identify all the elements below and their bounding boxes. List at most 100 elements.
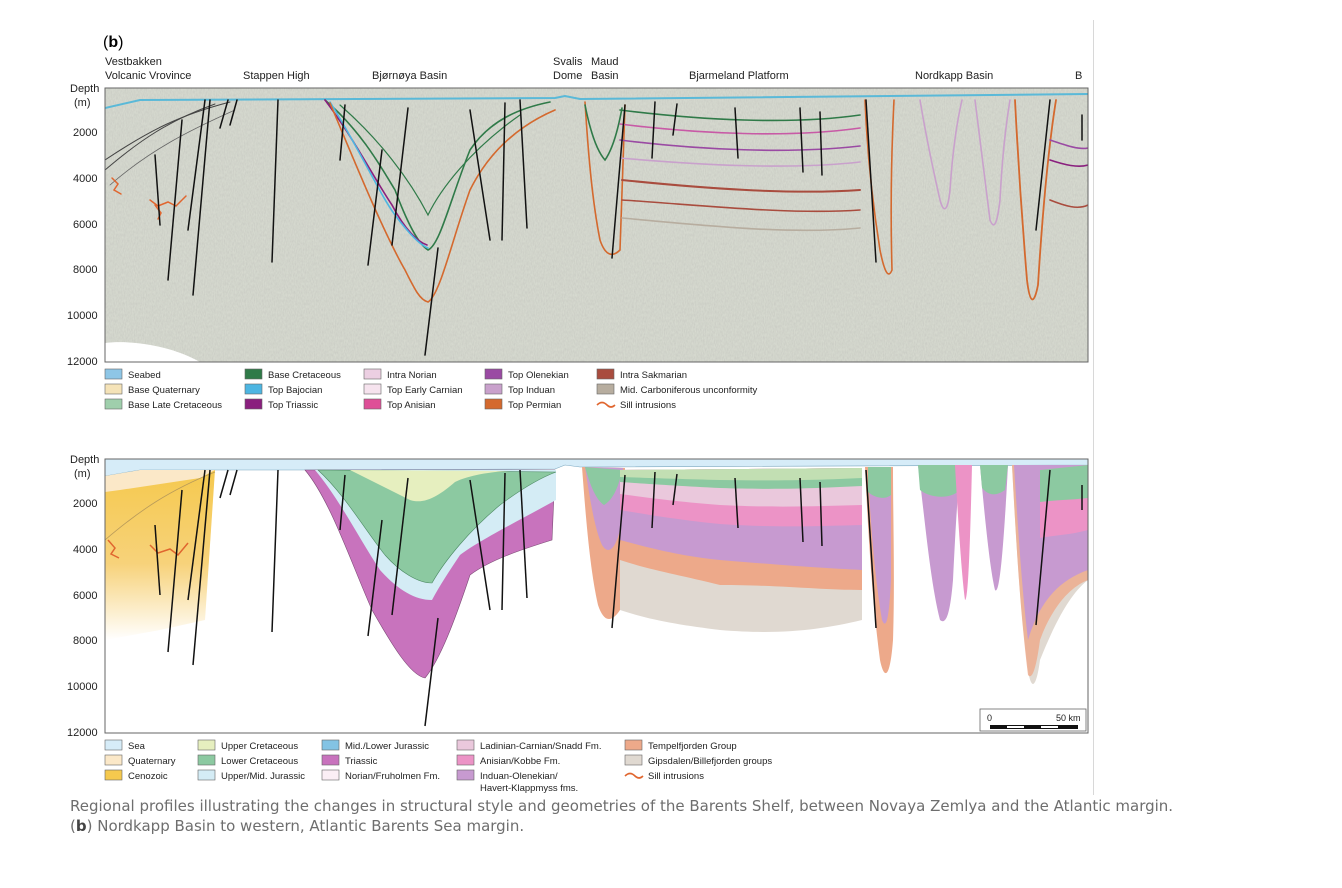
legend-swatch [104, 383, 123, 395]
region-label-b: B [1075, 70, 1082, 82]
region-label-bjarmeland-platform: Bjarmeland Platform [689, 70, 789, 82]
legend-item: Seabed [104, 368, 161, 381]
svg-text:8000: 8000 [73, 635, 97, 647]
legend-label-cont: Havert-Klappmyss fms. [480, 783, 578, 794]
geological-section: 0 50 km [104, 458, 1089, 734]
legend-label: Seabed [128, 370, 161, 381]
svg-text:10000: 10000 [67, 681, 98, 693]
legend-swatch [321, 739, 340, 751]
legend-item: Gipsdalen/Billefjorden groups [624, 754, 772, 767]
region-label-maud-basin: Maud Basin [591, 56, 622, 82]
legend-label: Cenozoic [128, 771, 168, 782]
legend-item: Base Cretaceous [244, 368, 341, 381]
legend-swatch [104, 754, 123, 766]
legend-item: Sea [104, 739, 146, 752]
legend-swatch [484, 398, 503, 410]
seismic-section [104, 87, 1089, 363]
legend-label: Sill intrusions [648, 771, 704, 782]
legend-line-swatch [624, 772, 644, 779]
legend-swatch [104, 739, 123, 751]
legend-label: Ladinian-Carnian/Snadd Fm. [480, 741, 601, 752]
legend-swatch [363, 368, 382, 380]
legend-label: Base Late Cretaceous [128, 400, 222, 411]
legend-item: Norian/Fruholmen Fm. [321, 769, 440, 782]
legend-item: Mid./Lower Jurassic [321, 739, 429, 752]
svg-text:12000: 12000 [67, 356, 98, 368]
legend-item: Top Induan [484, 383, 555, 396]
legend-swatch [456, 769, 475, 781]
figure-caption: Regional profiles illustrating the chang… [70, 796, 1330, 836]
legend-swatch [624, 739, 643, 751]
legend-label: Base Quaternary [128, 385, 200, 396]
legend-item: Tempelfjorden Group [624, 739, 737, 752]
legend-label: Intra Norian [387, 370, 437, 381]
scale-bar: 0 50 km [979, 708, 1087, 732]
legend-item: Top Bajocian [244, 383, 322, 396]
svg-text:6000: 6000 [73, 590, 97, 602]
legend-swatch [624, 754, 643, 766]
legend-swatch [197, 739, 216, 751]
svg-text:Depth: Depth [70, 83, 99, 95]
legend-item: Lower Cretaceous [197, 754, 298, 767]
legend-item: Top Olenekian [484, 368, 569, 381]
legend-label: Mid./Lower Jurassic [345, 741, 429, 752]
svg-text:4000: 4000 [73, 544, 97, 556]
legend-label: Sea [128, 741, 146, 752]
svg-text:4000: 4000 [73, 173, 97, 185]
cross-section-diagram: (b) Vestbakken Volcanic Vrovince Stappen… [67, 34, 1089, 794]
legend-swatch [321, 754, 340, 766]
legend-swatch [104, 769, 123, 781]
region-label-stappen-high: Stappen High [243, 70, 310, 82]
legend-item: Upper Cretaceous [197, 739, 298, 752]
svg-text:Depth: Depth [70, 454, 99, 466]
legend-item: Top Permian [484, 398, 561, 411]
legend-item: Sill intrusions [624, 771, 704, 782]
legend-label: Tempelfjorden Group [648, 741, 737, 752]
legend-label: Mid. Carboniferous unconformity [620, 385, 758, 396]
legend-item: Upper/Mid. Jurassic [197, 769, 305, 782]
legend-label: Sill intrusions [620, 400, 676, 411]
legend-label: Top Bajocian [268, 385, 322, 396]
legend-swatch [244, 398, 263, 410]
top-legend: Seabed Base Quaternary Base Late Cretaceou… [104, 368, 758, 411]
legend-swatch [244, 383, 263, 395]
svg-text:2000: 2000 [73, 127, 97, 139]
svg-text:2000: 2000 [73, 498, 97, 510]
svg-text:0: 0 [987, 713, 992, 723]
figure: (b) Vestbakken Volcanic Vrovince Stappen… [67, 34, 1089, 794]
legend-swatch [104, 368, 123, 380]
legend-label: Top Induan [508, 385, 555, 396]
svg-text:50 km: 50 km [1056, 713, 1081, 723]
legend-swatch [456, 754, 475, 766]
legend-item: Intra Sakmarian [596, 368, 687, 381]
region-label-svalis-dome: Svalis Dome [553, 56, 585, 82]
legend-line-swatch [596, 401, 616, 408]
legend-swatch [484, 383, 503, 395]
legend-label: Anisian/Kobbe Fm. [480, 756, 560, 767]
legend-swatch [104, 398, 123, 410]
legend-item: Cenozoic [104, 769, 168, 782]
legend-swatch [197, 769, 216, 781]
legend-label: Triassic [345, 756, 378, 767]
caption-line-2: (b) Nordkapp Basin to western, Atlantic … [70, 817, 525, 835]
caption-line-1: Regional profiles illustrating the chang… [70, 797, 1174, 815]
legend-item: Anisian/Kobbe Fm. [456, 754, 560, 767]
bottom-depth-axis: Depth (m) 2000 4000 6000 8000 10000 1200… [67, 454, 99, 739]
legend-swatch [484, 368, 503, 380]
legend-label: Gipsdalen/Billefjorden groups [648, 756, 772, 767]
legend-swatch [363, 398, 382, 410]
bottom-legend: Sea Quaternary Cenozoic Upper Cretaceous Low… [104, 739, 772, 794]
region-labels: Vestbakken Volcanic Vrovince Stappen Hig… [105, 56, 1082, 82]
legend-item: Intra Norian [363, 368, 437, 381]
legend-label: Top Triassic [268, 400, 318, 411]
legend-label: Upper/Mid. Jurassic [221, 771, 305, 782]
legend-swatch [596, 383, 615, 395]
legend-label: Base Cretaceous [268, 370, 341, 381]
legend-label: Top Anisian [387, 400, 436, 411]
legend-label: Upper Cretaceous [221, 741, 298, 752]
svg-text:10000: 10000 [67, 310, 98, 322]
legend-item: Top Triassic [244, 398, 318, 411]
legend-label: Top Early Carnian [387, 385, 463, 396]
legend-item: Induan-Olenekian/Havert-Klappmyss fms. [456, 769, 578, 794]
legend-item: Top Anisian [363, 398, 436, 411]
